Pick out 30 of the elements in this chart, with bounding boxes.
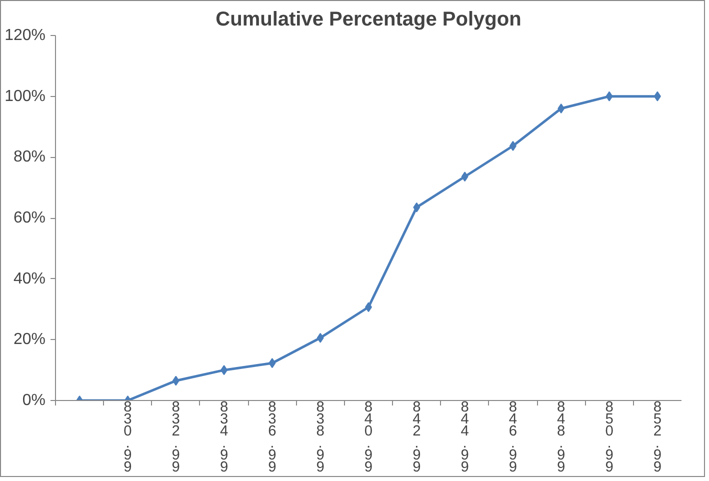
y-tick-label: 80% [13, 148, 46, 166]
x-tick-label: 838.99 [316, 400, 324, 476]
point [606, 91, 613, 102]
point [558, 104, 565, 114]
x-tick-label: 844.99 [460, 400, 469, 476]
y-tick-label: 0% [22, 392, 46, 409]
x-tick-label: 842.99 [412, 400, 421, 476]
x-tick-label: 836.99 [268, 400, 276, 476]
y-tick-label: 20% [13, 331, 46, 348]
point [220, 365, 228, 376]
y-tick-label: 60% [13, 210, 46, 226]
x-tick-label: 832.99 [172, 400, 180, 476]
x-tick-label: 850.99 [605, 400, 614, 476]
point [413, 202, 420, 212]
x-tick-label: 830.99 [124, 400, 132, 476]
x-tick-label: 846.99 [508, 400, 518, 476]
y-tick-label: 100% [4, 88, 46, 105]
x-tick-label: 834.99 [220, 400, 228, 476]
x-tick-label: 840.99 [364, 400, 373, 476]
x-tick-label: 852.99 [653, 400, 662, 476]
point [316, 332, 324, 343]
point [172, 376, 180, 386]
x-tick-label: 848.99 [557, 400, 566, 476]
y-tick-label: 120% [4, 27, 46, 44]
y-tick-label: 40% [13, 270, 46, 288]
point [461, 172, 468, 182]
point [509, 140, 516, 151]
point [268, 358, 276, 368]
chart-title: Cumulative Percentage Polygon [216, 8, 522, 30]
point [654, 91, 661, 102]
